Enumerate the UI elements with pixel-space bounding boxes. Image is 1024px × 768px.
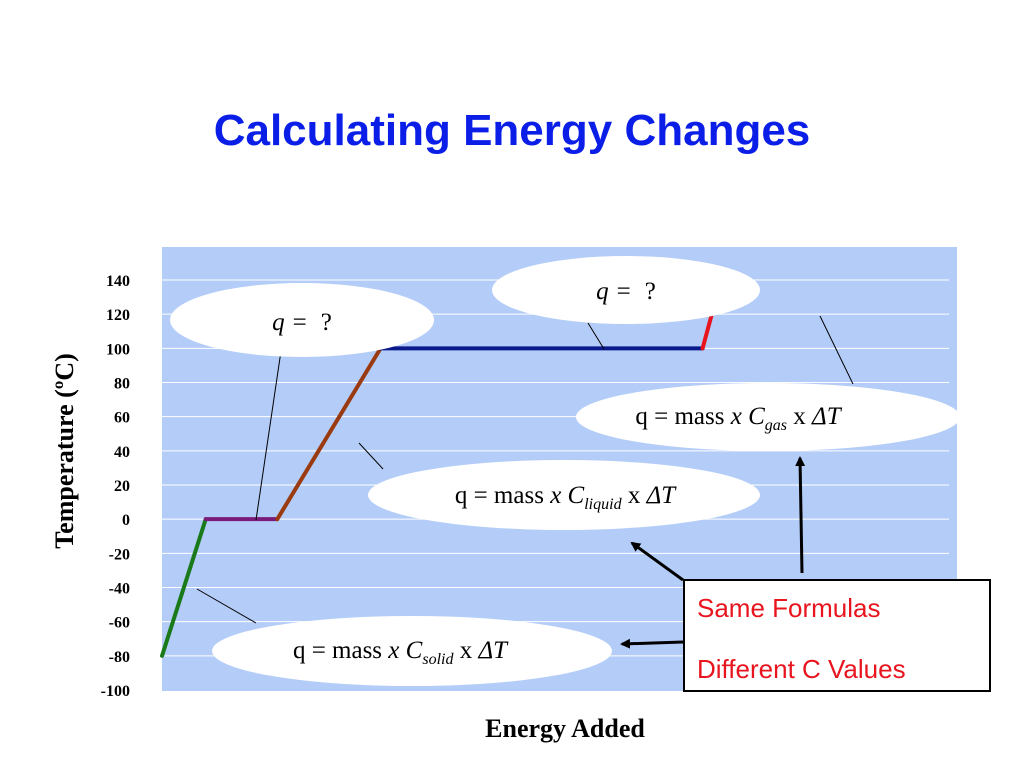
series-segment-3 bbox=[275, 346, 383, 522]
y-axis-label: Temperature (ºC) bbox=[50, 353, 79, 549]
bubble-gas-text: q = mass x Cgas x ΔT bbox=[635, 403, 842, 434]
leader-line-boil bbox=[587, 322, 605, 350]
leader-line-solid bbox=[196, 588, 257, 624]
arrow-to-gas bbox=[795, 456, 806, 574]
y-tick-labels: 140 120 100 80 60 40 20 0 -20 -40 -60 -80 -100 bbox=[101, 273, 130, 700]
leader-line-melt bbox=[255, 350, 282, 521]
callout-box: Same Formulas Different C Values bbox=[683, 579, 991, 692]
x-axis-label: Energy Added bbox=[485, 714, 645, 743]
y-tick-label: -60 bbox=[109, 615, 130, 632]
y-tick-label: -20 bbox=[109, 546, 130, 563]
y-tick-label: -100 bbox=[101, 683, 130, 700]
bubble-melt bbox=[170, 283, 434, 357]
leader-line-liquid bbox=[358, 442, 384, 470]
slide-title: Calculating Energy Changes bbox=[213, 106, 811, 155]
callout-line-2: Different C Values bbox=[697, 654, 906, 684]
y-tick-label: -80 bbox=[109, 649, 130, 666]
y-tick-label: 120 bbox=[106, 307, 130, 324]
bubble-liquid bbox=[368, 460, 760, 530]
y-tick-label: 60 bbox=[114, 410, 130, 427]
bubble-boil-text: q =? bbox=[596, 278, 656, 305]
y-tick-label: 80 bbox=[114, 376, 130, 393]
bubble-melt-text: q =? bbox=[272, 309, 332, 336]
arrow-to-liquid bbox=[630, 541, 684, 582]
arrow-to-solid bbox=[620, 638, 684, 649]
bubble-liquid-text: q = mass x Cliquid x ΔT bbox=[455, 482, 677, 513]
bubble-gas bbox=[576, 383, 960, 451]
bubble-solid-text: q = mass x Csolid x ΔT bbox=[293, 637, 509, 668]
y-tick-label: 140 bbox=[106, 273, 130, 290]
y-tick-label: 40 bbox=[114, 444, 130, 461]
bubble-boil bbox=[492, 256, 760, 324]
leader-line-gas bbox=[819, 315, 854, 385]
y-tick-label: -40 bbox=[109, 581, 130, 598]
y-tick-label: 100 bbox=[106, 341, 130, 358]
callout-line-1: Same Formulas bbox=[697, 593, 881, 623]
bubble-solid bbox=[212, 616, 612, 686]
y-tick-label: 0 bbox=[122, 512, 130, 529]
series-segment-1 bbox=[160, 517, 208, 658]
y-tick-label: 20 bbox=[114, 478, 130, 495]
